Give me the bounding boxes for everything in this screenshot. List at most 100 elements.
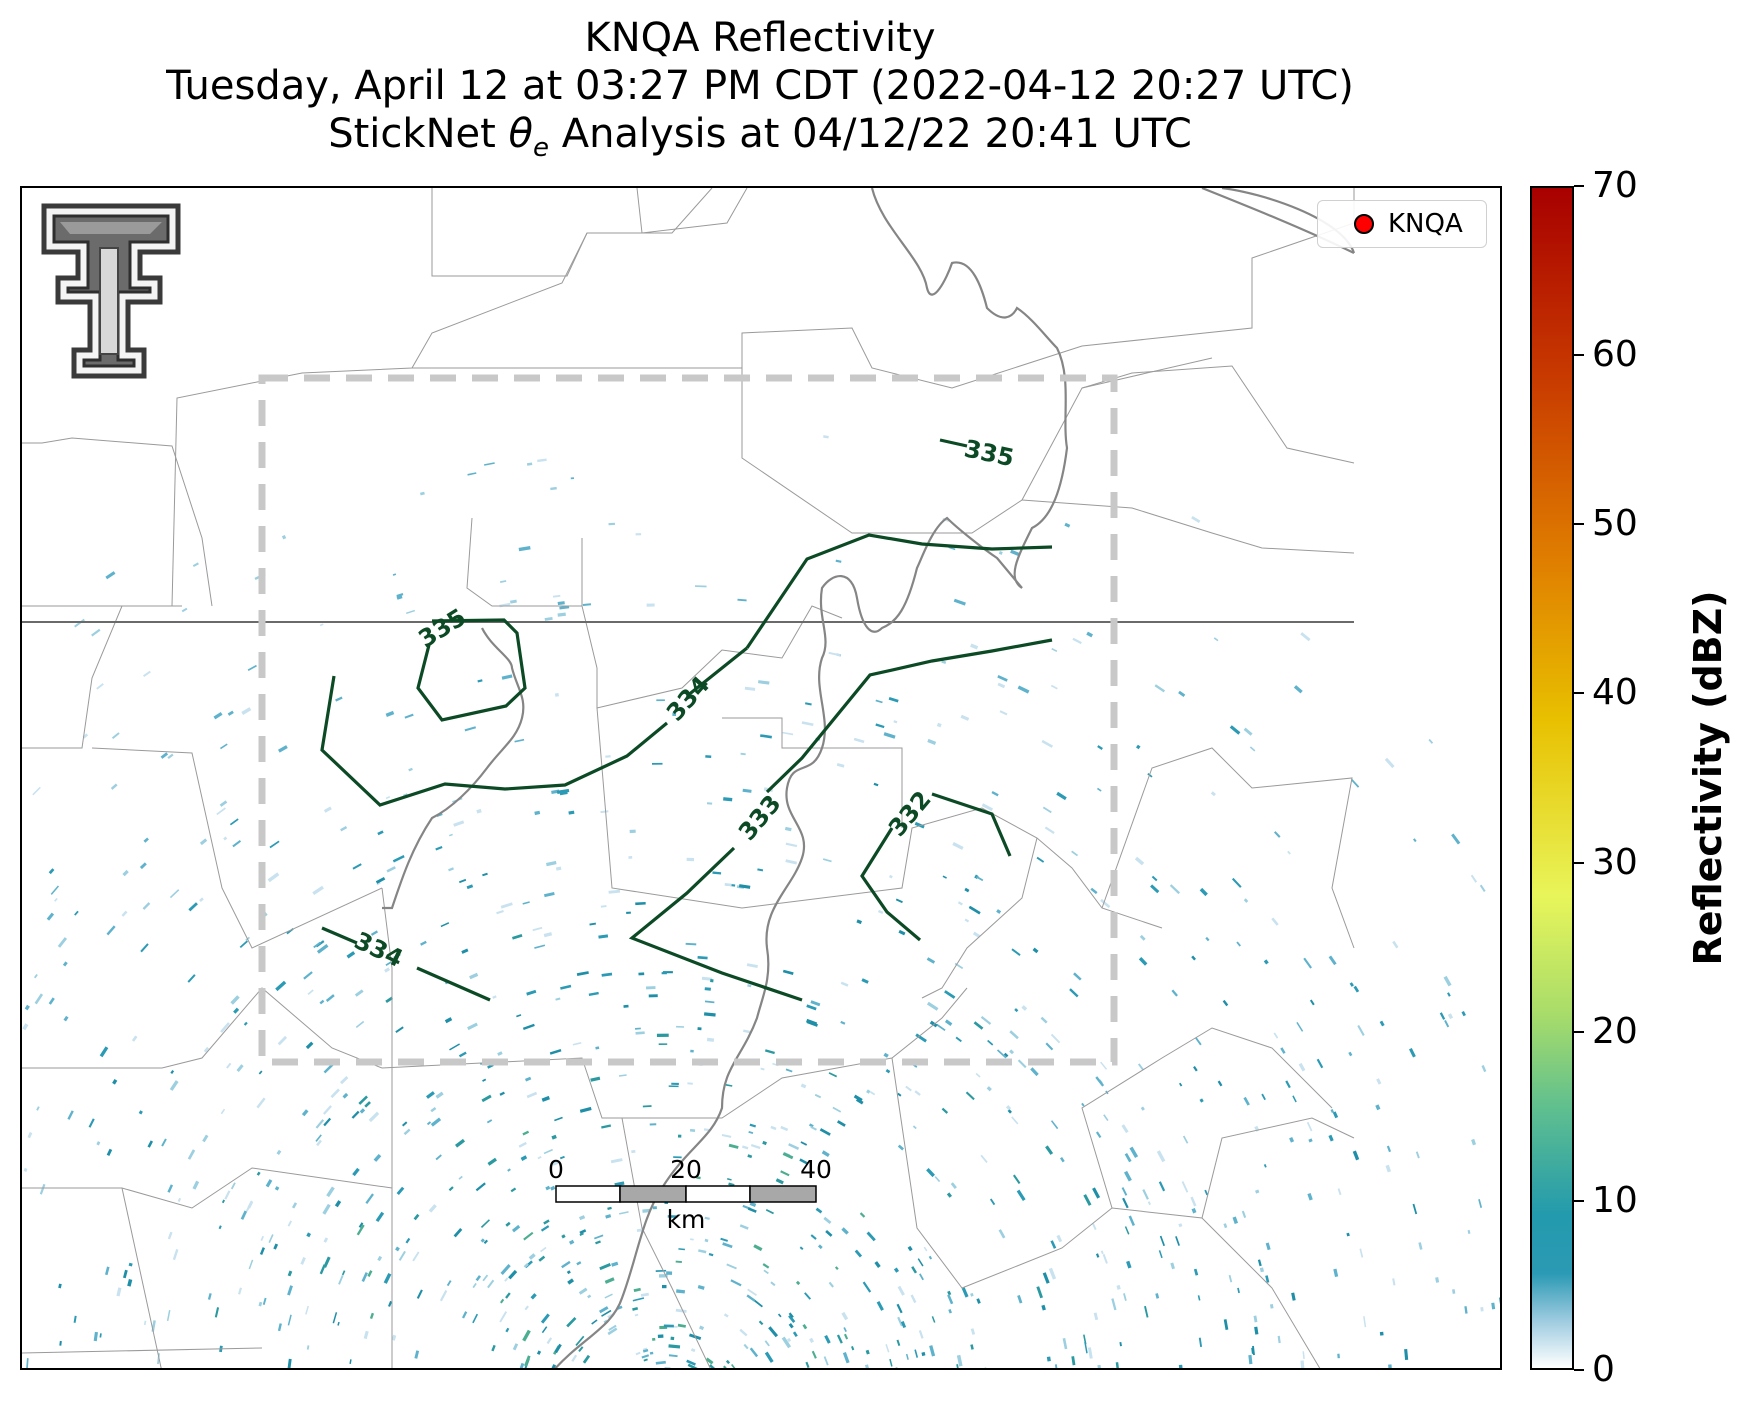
echo-pixel <box>788 1312 794 1319</box>
echo-pixel <box>969 906 981 915</box>
echo-pixel <box>1287 850 1291 855</box>
echo-pixel <box>312 885 324 896</box>
echo-pixel <box>1071 850 1079 857</box>
echo-pixel <box>836 763 845 768</box>
echo-pixel <box>386 866 396 873</box>
echo-pixel <box>412 1251 420 1262</box>
echo-pixel <box>1110 1367 1114 1368</box>
echo-pixel <box>608 1324 617 1331</box>
echo-pixel <box>1481 1065 1487 1073</box>
echo-pixel <box>998 1229 1006 1239</box>
echo-pixel <box>161 1138 167 1147</box>
echo-pixel <box>448 1186 454 1192</box>
echo-pixel <box>638 972 645 976</box>
echo-pixel <box>589 922 597 926</box>
echo-pixel <box>500 902 513 909</box>
echo-pixel <box>537 1156 542 1160</box>
radar-map[interactable]: 335 335 334 334 333 332 0 20 40 km <box>20 186 1502 1370</box>
echo-pixel <box>642 1348 649 1353</box>
echo-pixel <box>522 1329 531 1342</box>
echo-pixel <box>885 1069 891 1074</box>
echo-pixel <box>167 753 174 759</box>
echo-pixel <box>689 1128 696 1132</box>
reflectivity-echoes <box>22 435 1500 1368</box>
echo-pixel <box>986 1086 992 1092</box>
echo-pixel <box>697 956 708 960</box>
echo-pixel <box>157 1353 160 1365</box>
echo-pixel <box>658 1043 668 1045</box>
echo-pixel <box>865 1349 870 1355</box>
echo-pixel <box>1328 1134 1334 1142</box>
echo-pixel <box>1328 955 1337 966</box>
echo-pixel <box>1060 1157 1065 1163</box>
echo-pixel <box>1241 1210 1247 1218</box>
colorbar-tick <box>1574 1369 1584 1371</box>
echo-pixel <box>1306 1121 1313 1132</box>
echo-pixel <box>541 1095 550 1102</box>
echo-pixel <box>1036 1286 1044 1299</box>
echo-pixel <box>989 1198 996 1206</box>
echo-pixel <box>276 1149 282 1155</box>
echo-pixel <box>1092 1223 1097 1231</box>
theta-e-contours <box>320 438 1053 1002</box>
echo-pixel <box>782 969 794 976</box>
echo-pixel <box>408 767 413 772</box>
echo-pixel <box>499 1298 505 1304</box>
echo-pixel <box>1254 1326 1259 1335</box>
echo-pixel <box>1447 992 1451 997</box>
title-line-3: StickNet θe Analysis at 04/12/22 20:41 U… <box>328 111 1192 163</box>
echo-pixel <box>762 1263 770 1269</box>
echo-pixel <box>704 1238 709 1243</box>
colorbar-tick-label: 0 <box>1592 1349 1615 1390</box>
echo-pixel <box>725 1083 733 1087</box>
echo-pixel <box>1243 727 1253 736</box>
echo-pixel <box>1261 1093 1266 1101</box>
echo-pixel <box>1190 1196 1197 1207</box>
echo-pixel <box>265 1179 273 1188</box>
echo-pixel <box>1265 1275 1270 1283</box>
echo-pixel <box>220 1022 230 1033</box>
contour-333-lower <box>628 846 803 1002</box>
contour-333 <box>765 638 1053 794</box>
echo-pixel <box>1204 1189 1209 1196</box>
echo-pixel <box>1158 1181 1166 1192</box>
echo-pixel <box>975 875 984 882</box>
echo-pixel <box>554 1343 562 1354</box>
echo-pixel <box>757 868 764 872</box>
echo-pixel <box>385 996 394 1004</box>
echo-pixel <box>601 1309 612 1317</box>
echo-pixel <box>875 699 883 704</box>
echo-pixel <box>143 837 149 843</box>
echo-pixel <box>440 922 450 928</box>
colorbar-title: Reflectivity (dBZ) <box>1686 590 1730 966</box>
echo-pixel <box>828 651 841 657</box>
echo-pixel <box>326 1186 335 1198</box>
echo-pixel <box>1491 1302 1496 1310</box>
echo-pixel <box>1231 877 1242 888</box>
echo-pixel <box>504 1277 509 1282</box>
echo-pixel <box>605 755 611 758</box>
echo-pixel <box>1050 1033 1061 1044</box>
echo-pixel <box>1412 1203 1418 1215</box>
echo-pixel <box>570 477 575 480</box>
echo-pixel <box>91 628 101 637</box>
echo-pixel <box>393 953 401 959</box>
echo-pixel <box>1193 1066 1198 1072</box>
echo-pixel <box>764 1049 775 1055</box>
echo-pixel <box>1005 1105 1012 1111</box>
echo-pixel <box>601 972 613 977</box>
echo-pixel <box>926 957 936 964</box>
echo-pixel <box>369 1312 375 1319</box>
echo-pixel <box>984 1367 988 1368</box>
echo-pixel <box>34 993 44 1005</box>
echo-pixel <box>727 1177 732 1181</box>
echo-pixel <box>93 1331 98 1342</box>
echo-pixel <box>458 1175 463 1180</box>
echo-pixel <box>1379 1020 1385 1027</box>
echo-pixel <box>600 810 609 814</box>
echo-pixel <box>392 854 405 863</box>
echo-pixel <box>1193 1268 1199 1276</box>
echo-pixel <box>953 598 966 606</box>
echo-pixel <box>439 1290 448 1302</box>
echo-pixel <box>649 1351 654 1355</box>
